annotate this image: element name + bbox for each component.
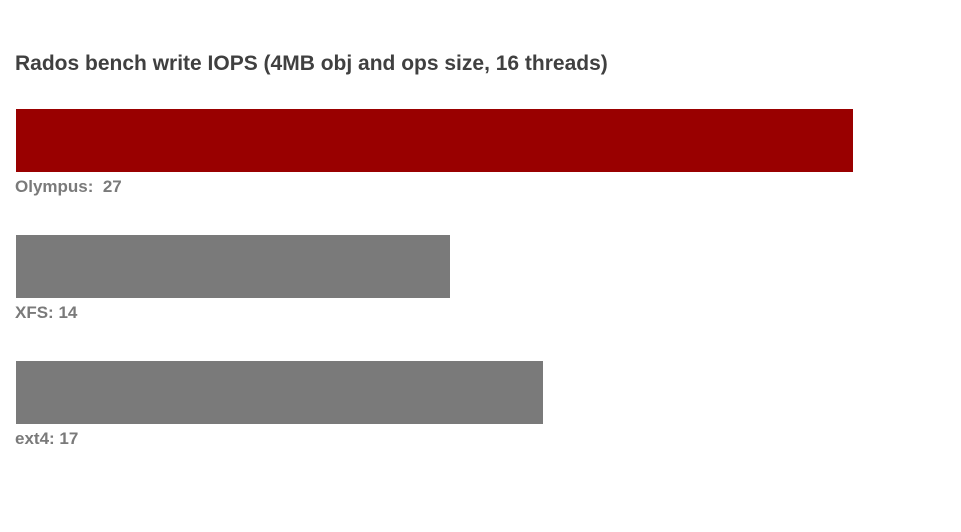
bar-olympus	[16, 109, 853, 172]
chart-title: Rados bench write IOPS (4MB obj and ops …	[15, 52, 608, 75]
bar-ext4	[16, 361, 543, 424]
bar-label-ext4: ext4: 17	[15, 429, 78, 448]
bar-label-olympus: Olympus: 27	[15, 177, 122, 196]
bar-xfs	[16, 235, 450, 298]
bar-label-xfs: XFS: 14	[15, 303, 78, 322]
